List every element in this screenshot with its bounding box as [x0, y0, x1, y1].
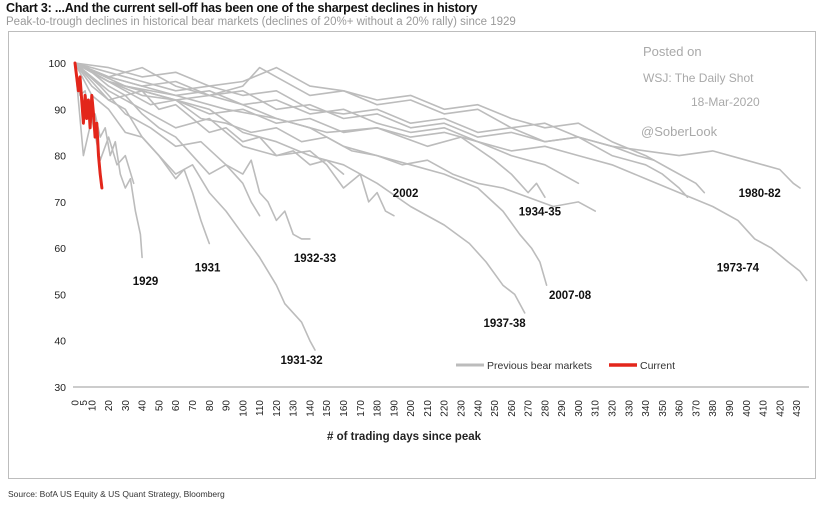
x-tick-330: 330: [624, 400, 635, 417]
x-tick-340: 340: [641, 400, 652, 417]
page-subtitle: Peak-to-trough declines in historical be…: [6, 16, 516, 28]
bear-market-line-1932-33: [74, 62, 311, 240]
bear-market-line-1934-35: [74, 62, 546, 198]
bear-market-line-unlabeled-16: [74, 62, 345, 175]
y-tick-80: 80: [54, 151, 66, 163]
series-layer: [73, 61, 808, 351]
x-tick-430: 430: [792, 400, 803, 417]
y-tick-40: 40: [54, 336, 66, 348]
series-label-1929: 1929: [133, 276, 159, 288]
x-tick-5: 5: [79, 400, 90, 406]
x-tick-110: 110: [255, 400, 266, 416]
x-tick-260: 260: [507, 400, 518, 417]
x-tick-30: 30: [121, 400, 132, 412]
bear-market-line-1973-74: [74, 62, 808, 282]
x-tick-210: 210: [423, 400, 434, 417]
watermark: Posted on WSJ: The Daily Shot 18-Mar-202…: [641, 44, 760, 139]
x-tick-10: 10: [87, 400, 98, 412]
watermark-line-1: Posted on: [643, 44, 702, 59]
x-tick-120: 120: [272, 400, 283, 417]
bear-market-line-1931-32: [74, 62, 316, 351]
chart-frame: 30 40 50 60 70 80 90 100 0 5 10 20 30 40 50 60 70 80 90 10…: [8, 31, 816, 479]
x-tick-410: 410: [759, 400, 770, 417]
x-tick-140: 140: [305, 400, 316, 417]
source-note: Source: BofA US Equity & US Quant Strate…: [8, 489, 225, 499]
legend-label-previous: Previous bear markets: [487, 360, 592, 372]
x-tick-170: 170: [356, 400, 367, 417]
series-label-1934-35: 1934-35: [519, 207, 562, 219]
x-tick-80: 80: [205, 400, 216, 412]
watermark-line-3: 18-Mar-2020: [691, 95, 760, 109]
x-tick-200: 200: [406, 400, 417, 417]
y-tick-70: 70: [54, 197, 66, 209]
y-tick-90: 90: [54, 104, 66, 116]
x-tick-90: 90: [222, 400, 233, 412]
bear-market-line-unlabeled-15: [74, 62, 580, 185]
x-tick-270: 270: [524, 400, 535, 417]
x-tick-280: 280: [540, 400, 551, 417]
series-label-2002: 2002: [393, 188, 419, 200]
x-tick-60: 60: [171, 400, 182, 412]
x-tick-180: 180: [373, 400, 384, 417]
x-tick-400: 400: [742, 400, 753, 417]
x-tick-240: 240: [473, 400, 484, 417]
y-tick-labels: 30 40 50 60 70 80 90 100: [48, 58, 66, 394]
watermark-line-2: WSJ: The Daily Shot: [643, 71, 754, 85]
x-tick-370: 370: [691, 400, 702, 417]
bear-market-line-2002: [74, 62, 395, 217]
bear-market-line-2007-08: [74, 62, 548, 286]
x-tick-160: 160: [339, 400, 350, 417]
x-axis-label: # of trading days since peak: [327, 431, 482, 443]
series-label-1973-74: 1973-74: [717, 262, 760, 274]
y-tick-30: 30: [54, 382, 66, 394]
y-tick-60: 60: [54, 243, 66, 255]
x-tick-50: 50: [154, 400, 165, 412]
series-labels: 1929 1931 1932-33 1931-32 2002 1934-35 1937-38…: [133, 188, 781, 367]
x-tick-350: 350: [658, 400, 669, 417]
x-tick-20: 20: [104, 400, 115, 412]
watermark-line-4: @SoberLook: [641, 124, 718, 139]
x-tick-0: 0: [71, 400, 82, 406]
series-label-1980-82: 1980-82: [739, 188, 781, 200]
current-series-line: [73, 61, 104, 190]
page-title: Chart 3: ...And the current sell-off has…: [6, 1, 478, 15]
x-tick-390: 390: [725, 400, 736, 417]
x-tick-130: 130: [289, 400, 300, 417]
legend-label-current: Current: [640, 360, 675, 372]
y-tick-50: 50: [54, 289, 66, 301]
series-label-1931: 1931: [195, 262, 221, 274]
x-tick-380: 380: [708, 400, 719, 417]
x-tick-70: 70: [188, 400, 199, 412]
x-tick-420: 420: [775, 400, 786, 417]
series-label-1937-38: 1937-38: [483, 318, 526, 330]
y-tick-100: 100: [48, 58, 66, 70]
x-tick-250: 250: [490, 400, 501, 417]
x-tick-310: 310: [591, 400, 602, 417]
x-tick-40: 40: [138, 400, 149, 412]
x-tick-320: 320: [608, 400, 619, 417]
bear-market-line-unlabeled-13: [74, 62, 261, 217]
x-tick-360: 360: [675, 400, 686, 417]
series-label-2007-08: 2007-08: [549, 290, 592, 302]
bear-market-line-unlabeled-17: [74, 62, 655, 161]
x-tick-220: 220: [440, 400, 451, 417]
x-tick-290: 290: [557, 400, 568, 417]
x-tick-300: 300: [574, 400, 585, 417]
x-tick-150: 150: [322, 400, 333, 417]
bear-market-line-1929: [74, 62, 143, 259]
bear-market-line-unlabeled-11: [74, 62, 706, 194]
x-tick-190: 190: [389, 400, 400, 417]
bear-market-line-unlabeled-12: [74, 62, 596, 212]
bear-market-line-unlabeled-10: [74, 62, 689, 198]
x-tick-100: 100: [238, 400, 249, 417]
series-label-1931-32: 1931-32: [280, 355, 322, 367]
bear-market-line-unlabeled-14: [74, 62, 135, 185]
legend: Previous bear markets Current: [456, 360, 675, 372]
x-tick-230: 230: [457, 400, 468, 417]
series-label-1932-33: 1932-33: [294, 253, 336, 265]
